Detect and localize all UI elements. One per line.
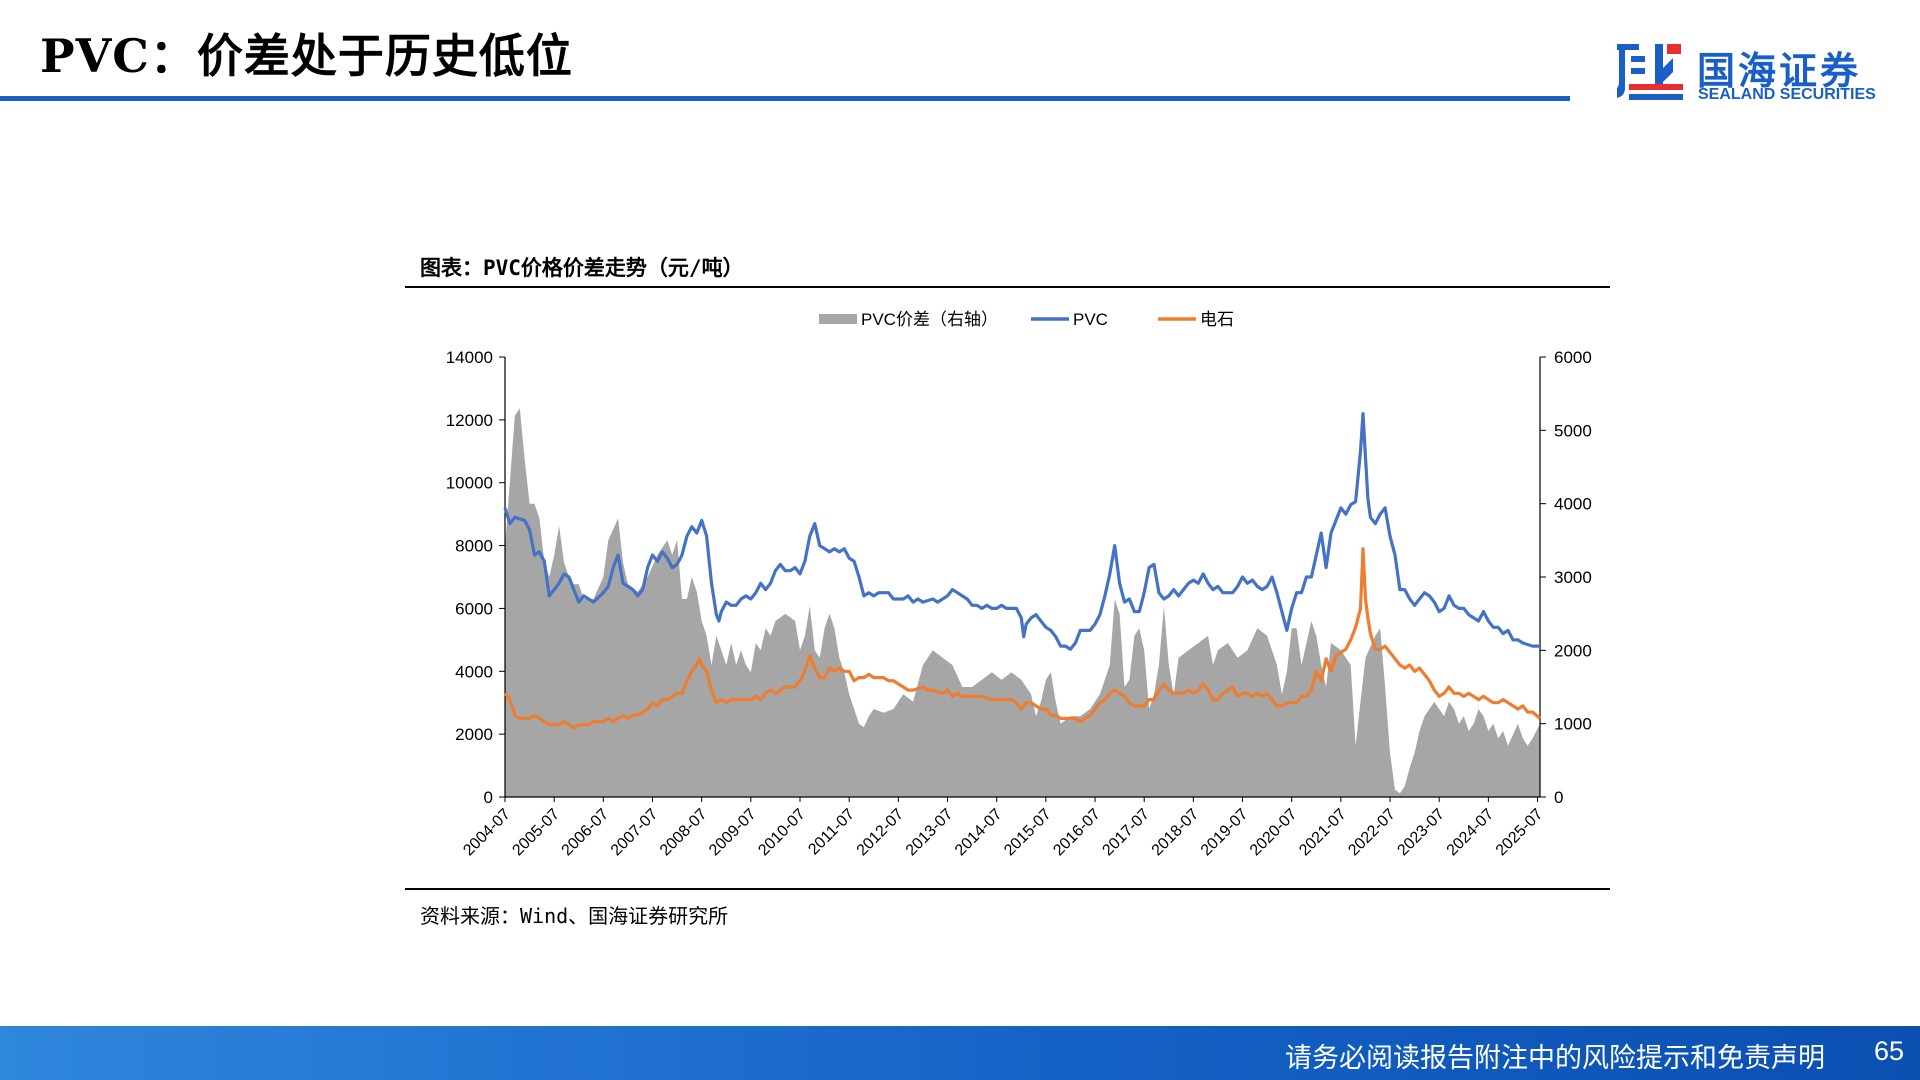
- x-axis-ticks: 2004-072005-072006-072007-072008-072009-…: [460, 797, 1546, 859]
- x-tick-label: 2016-07: [1050, 806, 1104, 860]
- figure-caption: 图表：PVC价格价差走势（元/吨）: [420, 256, 744, 280]
- legend-label: PVC价差（右轴）: [861, 310, 998, 329]
- pvc-spread-chart: PVC价差（右轴） PVC 电石 0200040006000800010000120…: [446, 310, 1592, 859]
- right-tick-label: 6000: [1554, 348, 1592, 367]
- right-tick-label: 3000: [1554, 568, 1592, 587]
- footer-disclaimer: 请务必阅读报告附注中的风险提示和免责声明: [1285, 1043, 1825, 1074]
- page-number: 65: [1873, 1036, 1904, 1066]
- figure-source: 资料来源：Wind、国海证券研究所: [420, 904, 729, 928]
- left-axis-ticks: 0 2000 4000 6000 8000 10000 12000 14000: [446, 348, 505, 807]
- sealand-logo-icon: [1617, 44, 1683, 100]
- left-tick-label: 10000: [446, 474, 493, 493]
- x-tick-label: 2013-07: [903, 806, 957, 860]
- x-tick-label: 2007-07: [608, 806, 662, 860]
- left-tick-label: 6000: [455, 599, 493, 618]
- x-tick-label: 2005-07: [509, 806, 563, 860]
- x-tick-label: 2010-07: [755, 806, 809, 860]
- x-tick-label: 2021-07: [1296, 806, 1350, 860]
- x-tick-label: 2004-07: [460, 806, 514, 860]
- lines-layer: [503, 412, 1542, 730]
- logo-english-name: SEALAND SECURITIES: [1698, 86, 1876, 103]
- x-tick-label: 2015-07: [1001, 806, 1055, 860]
- x-tick-label: 2022-07: [1345, 806, 1399, 860]
- left-tick-label: 14000: [446, 348, 493, 367]
- caption-rule: [405, 286, 1610, 288]
- footer-bar: 请务必阅读报告附注中的风险提示和免责声明 65: [0, 1026, 1920, 1080]
- legend-label: PVC: [1073, 310, 1108, 329]
- x-tick-label: 2018-07: [1149, 806, 1203, 860]
- x-tick-label: 2024-07: [1444, 806, 1498, 860]
- title-underline: [0, 96, 1570, 101]
- x-tick-label: 2019-07: [1198, 806, 1252, 860]
- left-tick-label: 0: [484, 788, 493, 807]
- x-tick-label: 2008-07: [657, 806, 711, 860]
- company-logo: 国海证券 SEALAND SECURITIES: [1615, 38, 1885, 104]
- x-tick-label: 2012-07: [854, 806, 908, 860]
- right-tick-label: 5000: [1554, 421, 1592, 440]
- page-title: PVC：价差处于历史低位: [40, 29, 573, 83]
- area-layer: [505, 408, 1540, 797]
- series-area-0: [505, 408, 1540, 797]
- right-tick-label: 0: [1554, 788, 1563, 807]
- x-tick-label: 2023-07: [1394, 806, 1448, 860]
- right-axis-ticks: 0 1000 2000 3000 4000 5000 6000: [1540, 348, 1592, 807]
- left-tick-label: 8000: [455, 537, 493, 556]
- series-line-2: [503, 547, 1542, 730]
- logo-chinese-name: 国海证券: [1697, 49, 1862, 93]
- x-tick-label: 2011-07: [805, 806, 858, 859]
- x-tick-label: 2025-07: [1493, 806, 1547, 860]
- legend-swatch-area: [819, 314, 857, 324]
- left-tick-label: 4000: [455, 662, 493, 681]
- left-tick-label: 2000: [455, 725, 493, 744]
- x-tick-label: 2017-07: [1099, 806, 1153, 860]
- left-tick-label: 12000: [446, 411, 493, 430]
- right-tick-label: 4000: [1554, 495, 1592, 514]
- x-tick-label: 2014-07: [952, 806, 1006, 860]
- right-tick-label: 2000: [1554, 641, 1592, 660]
- right-tick-label: 1000: [1554, 715, 1592, 734]
- x-tick-label: 2006-07: [559, 806, 613, 860]
- x-tick-label: 2009-07: [706, 806, 760, 860]
- series-line-1: [503, 412, 1540, 651]
- x-tick-label: 2020-07: [1247, 806, 1301, 860]
- legend-label: 电石: [1200, 310, 1234, 329]
- source-rule: [405, 888, 1610, 890]
- chart-legend: PVC价差（右轴） PVC 电石: [819, 310, 1234, 329]
